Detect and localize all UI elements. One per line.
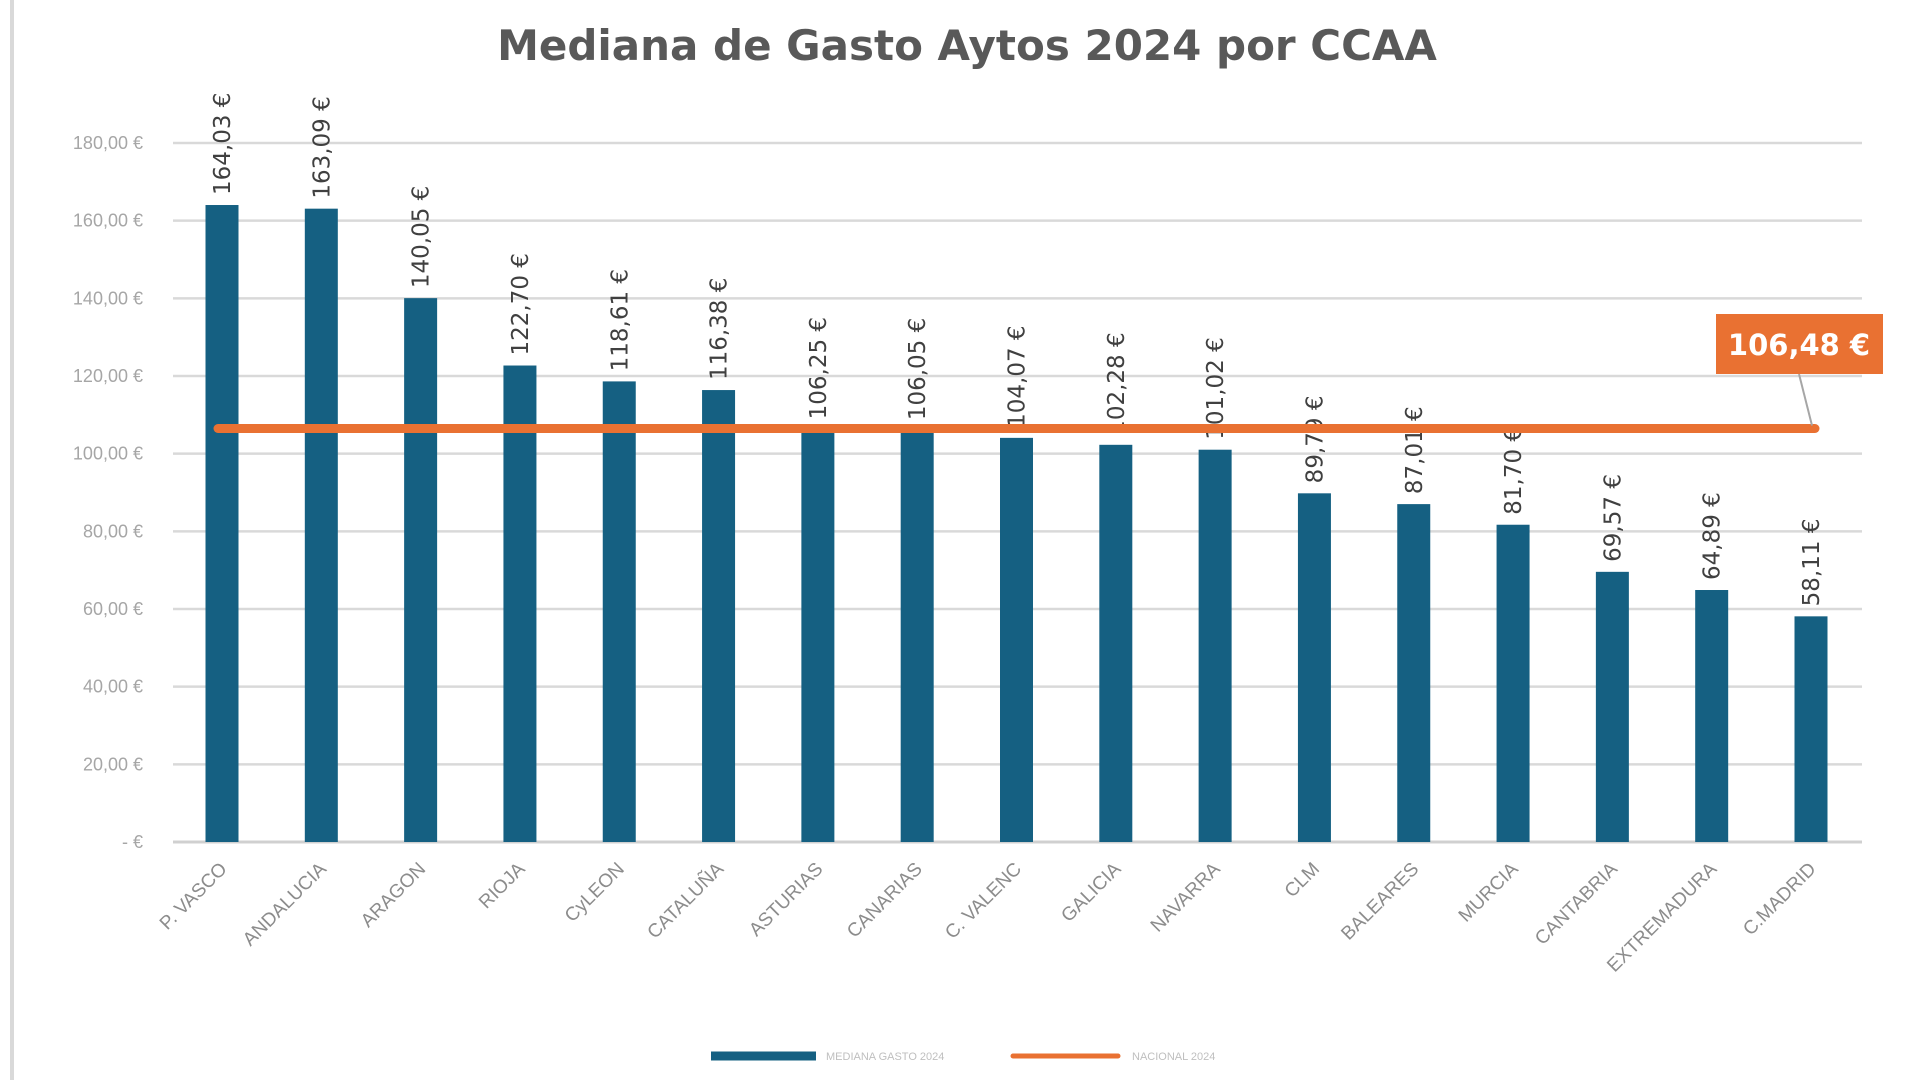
- callout-leader-line: [1798, 373, 1813, 426]
- data-label: 89,79 €: [1302, 396, 1328, 484]
- data-label: 104,07 €: [1005, 325, 1031, 427]
- x-tick-label: ARAGON: [357, 859, 430, 932]
- bar-c-valenc: [1000, 437, 1033, 842]
- bar-c-madrid: [1794, 616, 1828, 842]
- y-tick-label: 60,00 €: [83, 599, 143, 619]
- data-label: 87,01 €: [1402, 406, 1428, 494]
- bar-p-vasco: [205, 205, 239, 842]
- x-tick-label: CyLEON: [561, 859, 629, 927]
- x-tick-label: P. VASCO: [156, 859, 232, 935]
- x-tick-label: BALEARES: [1337, 859, 1423, 945]
- y-tick-label: - €: [122, 832, 143, 852]
- y-tick-label: 20,00 €: [83, 754, 143, 774]
- x-tick-label: C. VALENC: [941, 859, 1026, 944]
- bar-aragon: [404, 298, 438, 842]
- bar-andalucia: [304, 208, 338, 842]
- bar-rioja: [503, 365, 537, 842]
- x-tick-label: ANDALUCIA: [239, 858, 331, 950]
- x-tick-label: GALICIA: [1057, 858, 1125, 926]
- data-label: 106,05 €: [905, 318, 931, 420]
- y-tick-label: 180,00 €: [73, 133, 143, 153]
- bar-cataluña: [702, 390, 736, 842]
- bar-galicia: [1099, 444, 1133, 842]
- bar-cantabria: [1595, 571, 1629, 842]
- x-tick-label: CANTABRIA: [1531, 858, 1622, 949]
- bar-canarias: [900, 430, 934, 842]
- data-label: 106,25 €: [806, 317, 832, 419]
- y-tick-label: 120,00 €: [73, 366, 143, 386]
- legend-label-mediana: MEDIANA GASTO 2024: [826, 1051, 944, 1063]
- national-callout-box: [1716, 314, 1883, 374]
- data-label: 101,02 €: [1203, 337, 1229, 439]
- x-tick-label: RIOJA: [475, 858, 530, 913]
- y-tick-label: 80,00 €: [83, 521, 143, 541]
- bar-extremadura: [1695, 590, 1729, 842]
- data-label: 164,03 €: [210, 93, 236, 195]
- data-label: 81,70 €: [1501, 427, 1527, 515]
- data-label: 140,05 €: [409, 186, 435, 288]
- data-label: 122,70 €: [508, 253, 534, 355]
- y-tick-label: 160,00 €: [73, 211, 143, 231]
- y-tick-label: 140,00 €: [73, 288, 143, 308]
- bar-murcia: [1496, 524, 1530, 842]
- x-tick-label: C.MADRID: [1739, 859, 1820, 940]
- bar-clm: [1297, 493, 1331, 842]
- x-tick-label: CANARIAS: [843, 859, 927, 943]
- data-label: 69,57 €: [1600, 474, 1626, 562]
- bar-cyleon: [602, 381, 636, 842]
- data-label: 64,89 €: [1700, 492, 1726, 580]
- x-tick-label: MURCIA: [1455, 858, 1523, 926]
- chart-title: Mediana de Gasto Aytos 2024 por CCAA: [497, 21, 1437, 70]
- x-tick-label: CLM: [1281, 859, 1324, 902]
- chart-border: [10, 0, 14, 1080]
- bar-navarra: [1198, 449, 1232, 842]
- y-tick-label: 40,00 €: [83, 677, 143, 697]
- x-tick-label: ASTURIAS: [745, 859, 827, 941]
- x-tick-label: NAVARRA: [1147, 858, 1225, 936]
- x-tick-label: CATALUÑA: [643, 858, 728, 943]
- x-tick-label: EXTREMADURA: [1603, 858, 1721, 976]
- data-label: 163,09 €: [309, 96, 335, 198]
- y-tick-label: 100,00 €: [73, 444, 143, 464]
- data-label: 116,38 €: [707, 278, 733, 380]
- bar-baleares: [1397, 504, 1431, 842]
- national-callout-label: 106,48 €: [1728, 328, 1870, 362]
- data-label: 58,11 €: [1799, 519, 1825, 607]
- data-label: 118,61 €: [607, 269, 633, 371]
- legend-label-nacional: NACIONAL 2024: [1132, 1051, 1215, 1063]
- data-label: 102,28 €: [1104, 332, 1130, 434]
- bar-asturias: [801, 429, 835, 842]
